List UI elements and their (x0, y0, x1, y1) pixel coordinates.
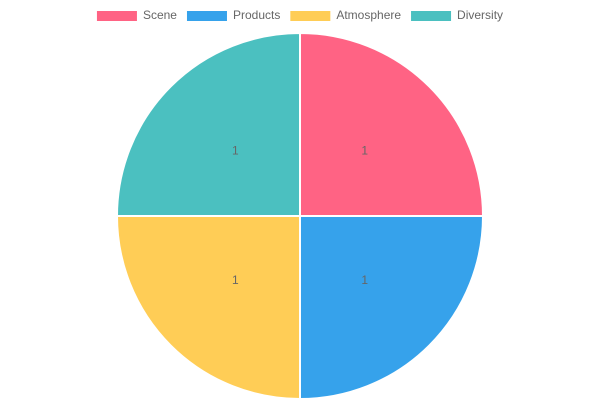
pie-slice (115, 215, 301, 400)
legend-swatch (96, 11, 137, 21)
legend-swatch (290, 11, 331, 21)
legend: Scene Products Atmosphere Diversity (96, 8, 503, 22)
data-label: 1 (232, 143, 239, 157)
legend-swatch (186, 11, 227, 21)
data-label: 1 (232, 273, 239, 287)
legend-label: Diversity (457, 8, 503, 22)
pie-slice (115, 31, 301, 217)
data-label: 1 (361, 273, 368, 287)
legend-label: Atmosphere (336, 8, 401, 22)
data-label: 1 (361, 143, 368, 157)
legend-swatch (411, 11, 452, 21)
pie-slice (299, 215, 485, 400)
legend-label: Scene (143, 8, 177, 22)
pie-slice (299, 31, 485, 217)
legend-label: Products (233, 8, 280, 22)
